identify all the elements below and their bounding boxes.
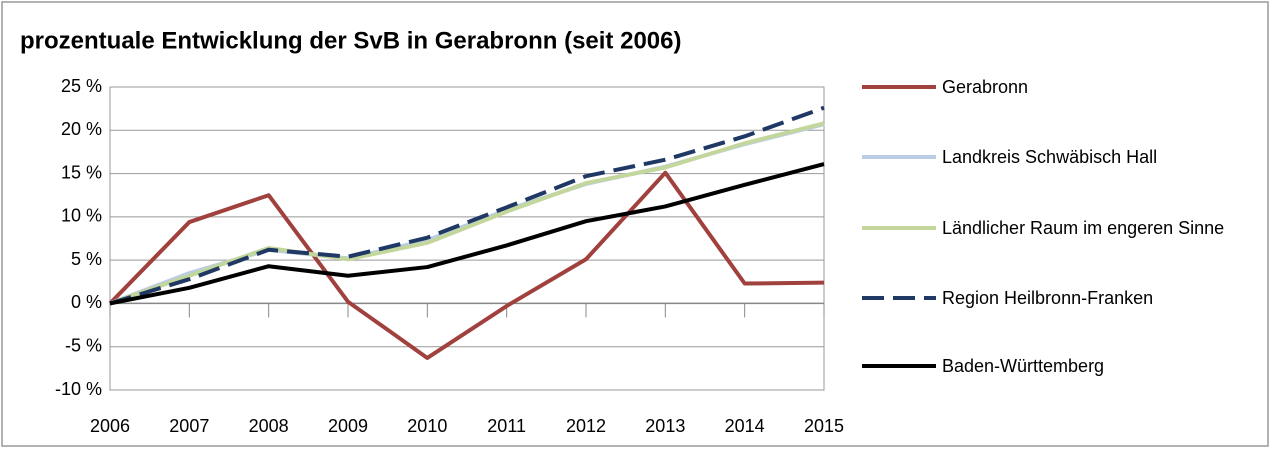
y-tick-label: 0 % (71, 292, 102, 312)
series-line (109, 121, 825, 306)
x-tick-label: 2006 (90, 416, 130, 436)
x-tick-label: 2010 (407, 416, 447, 436)
series-line (109, 162, 825, 306)
x-tick-label: 2013 (645, 416, 685, 436)
y-tick-label: 15 % (61, 162, 102, 182)
series-line (108, 170, 825, 360)
legend-label: Landkreis Schwäbisch Hall (942, 147, 1158, 167)
series-line (109, 105, 825, 306)
legend-label: Region Heilbronn-Franken (942, 288, 1154, 308)
x-tick-label: 2011 (487, 416, 526, 436)
y-tick-label: 5 % (71, 249, 102, 269)
chart-title: prozentuale Entwicklung der SvB in Gerab… (20, 27, 681, 54)
y-tick-label: -10 % (55, 379, 102, 399)
x-tick-label: 2015 (804, 416, 844, 436)
x-tick-label: 2014 (725, 416, 765, 436)
x-tick-label: 2012 (566, 416, 606, 436)
legend-label: Ländlicher Raum im engeren Sinne (942, 218, 1225, 238)
y-tick-label: 10 % (61, 206, 102, 226)
y-tick-label: 25 % (61, 76, 102, 96)
y-tick-label: -5 % (65, 335, 102, 355)
plot-frame (109, 86, 825, 391)
legend-label: Baden-Württemberg (942, 356, 1105, 376)
legend-label: Gerabronn (942, 77, 1029, 97)
x-tick-label: 2009 (328, 416, 368, 436)
x-tick-label: 2008 (249, 416, 289, 436)
y-tick-label: 20 % (61, 119, 102, 139)
x-tick-label: 2007 (169, 416, 209, 436)
